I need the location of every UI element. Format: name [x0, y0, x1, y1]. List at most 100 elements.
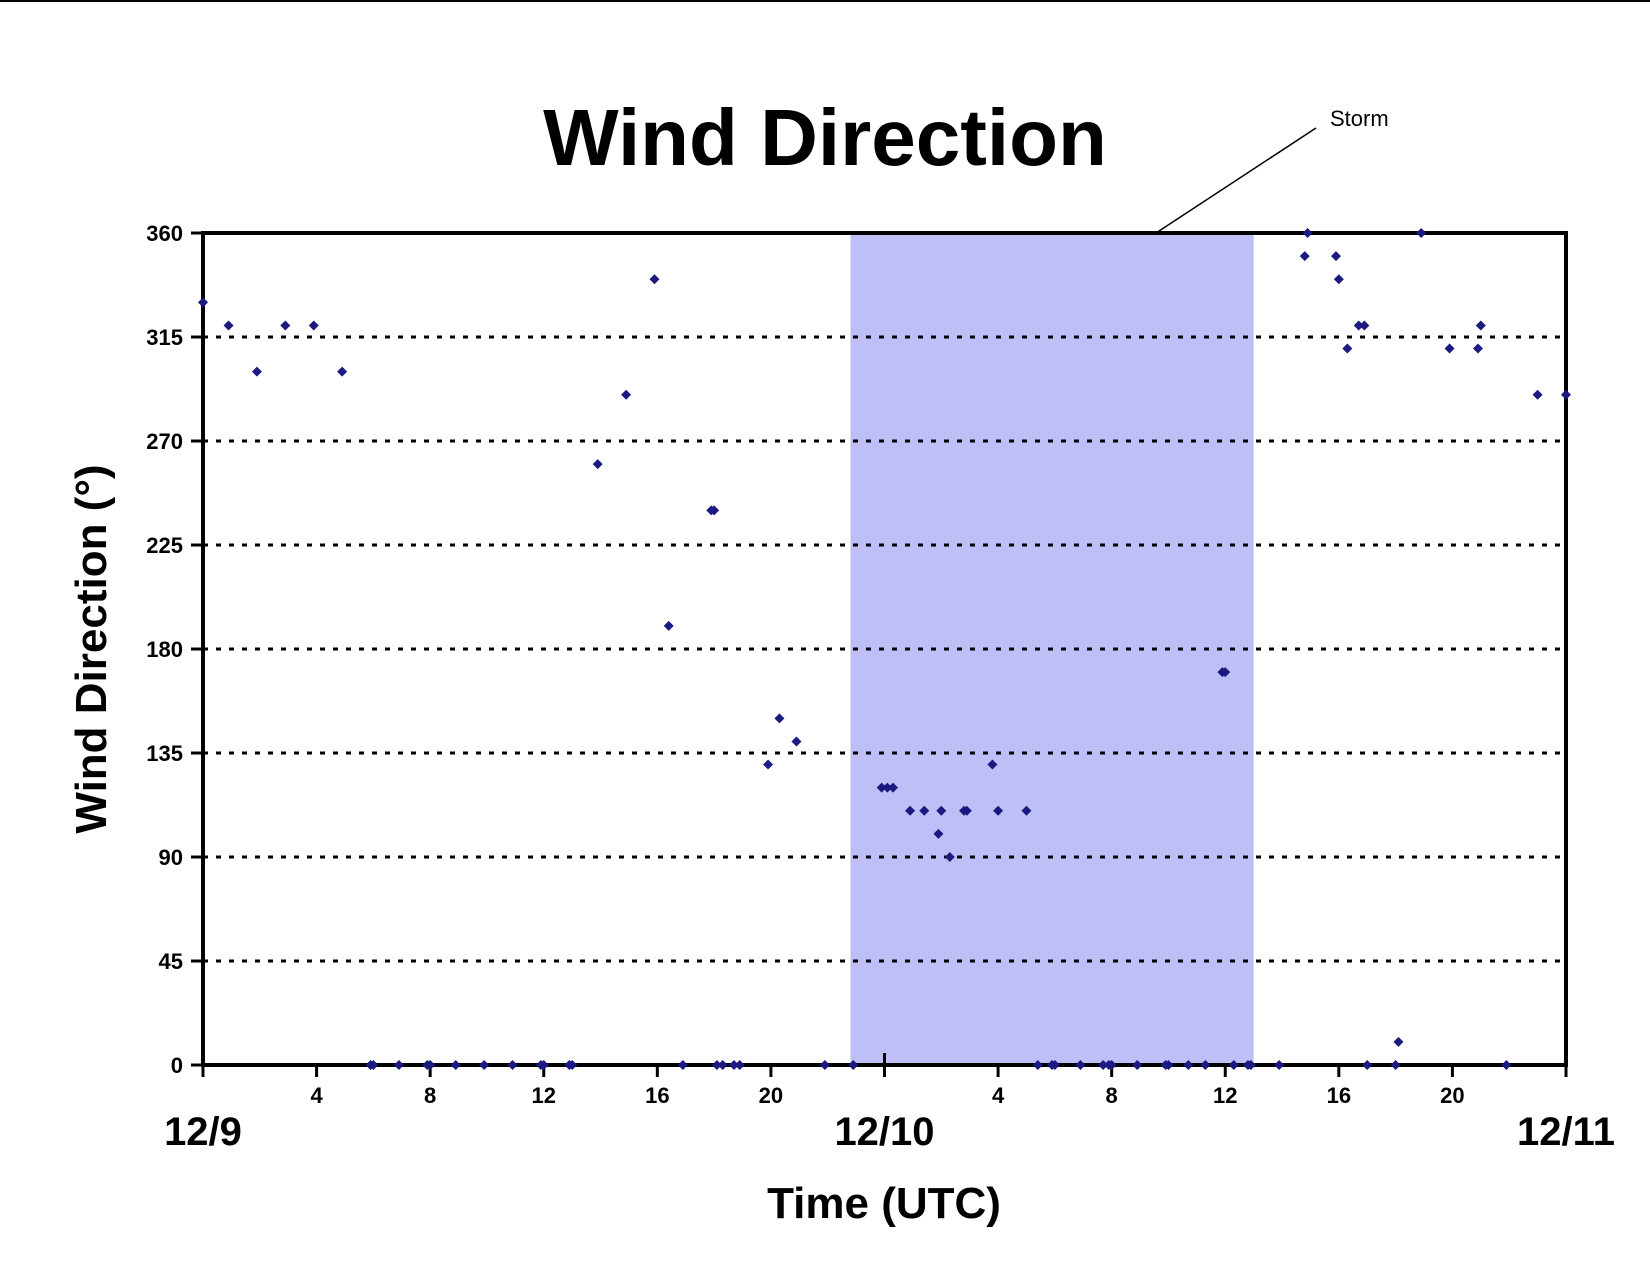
- data-point: [876, 782, 887, 793]
- data-point: [729, 1060, 740, 1070]
- chart-title: Wind Direction: [543, 93, 1107, 182]
- data-point: [1299, 251, 1310, 262]
- data-point: [479, 1060, 490, 1070]
- data-point: [1098, 1060, 1109, 1070]
- data-point: [1333, 274, 1344, 285]
- data-point: [961, 805, 972, 816]
- data-point: [1032, 1060, 1043, 1070]
- data-point: [1183, 1060, 1194, 1070]
- data-point: [1359, 320, 1370, 331]
- data-point: [1342, 343, 1353, 354]
- data-point: [337, 366, 348, 377]
- x-axis-label: Time (UTC): [767, 1179, 1001, 1228]
- data-point: [251, 366, 262, 377]
- data-point: [1532, 389, 1543, 400]
- data-point: [1472, 343, 1483, 354]
- data-point: [819, 1060, 830, 1070]
- data-points: [198, 228, 1571, 1070]
- data-point: [393, 1060, 404, 1070]
- data-point: [1353, 320, 1364, 331]
- data-point: [1021, 805, 1032, 816]
- data-point: [308, 320, 319, 331]
- y-axis-ticks: 0 45 90 135 180 225 270 315 360: [146, 221, 203, 1078]
- y-tick-label: 90: [159, 845, 183, 870]
- x-day-label: 12/9: [164, 1110, 242, 1154]
- x-day-label: 12/11: [1517, 1110, 1615, 1154]
- data-point: [944, 852, 955, 862]
- x-tick-label: 4: [992, 1083, 1005, 1108]
- data-point: [882, 782, 893, 793]
- y-tick-label: 225: [146, 533, 183, 558]
- data-point: [987, 759, 998, 770]
- data-point: [1106, 1060, 1117, 1070]
- data-point: [1200, 1060, 1211, 1070]
- data-point: [280, 320, 291, 331]
- x-tick-label: 8: [424, 1083, 436, 1108]
- data-point: [709, 505, 720, 516]
- data-point: [450, 1060, 461, 1070]
- data-point: [538, 1060, 549, 1070]
- data-point: [567, 1060, 578, 1070]
- data-point: [1330, 251, 1341, 262]
- data-point: [717, 1060, 728, 1070]
- data-point: [663, 620, 674, 631]
- data-point: [734, 1060, 745, 1070]
- data-point: [711, 1060, 722, 1070]
- y-tick-label: 0: [171, 1053, 183, 1078]
- data-point: [677, 1060, 688, 1070]
- data-point: [791, 736, 802, 747]
- y-tick-label: 135: [146, 741, 183, 766]
- data-point: [592, 459, 603, 470]
- data-point: [1228, 1060, 1239, 1070]
- data-point: [1049, 1060, 1060, 1070]
- data-point: [1274, 1060, 1285, 1070]
- x-day-label: 12/10: [834, 1110, 934, 1154]
- horizontal-grid-lines: [203, 335, 1566, 963]
- data-point: [1393, 1036, 1404, 1047]
- data-point: [848, 1060, 859, 1070]
- data-point: [919, 805, 930, 816]
- x-tick-label: 4: [310, 1083, 323, 1108]
- data-point: [1302, 228, 1313, 238]
- data-point: [1501, 1060, 1512, 1070]
- data-point: [1444, 343, 1455, 354]
- x-tick-label: 12: [1213, 1083, 1237, 1108]
- x-tick-label: 16: [1327, 1083, 1351, 1108]
- data-point: [763, 759, 774, 770]
- y-tick-label: 180: [146, 637, 183, 662]
- x-tick-label: 8: [1106, 1083, 1118, 1108]
- data-point: [993, 805, 1004, 816]
- data-point: [425, 1060, 436, 1070]
- data-point: [368, 1060, 379, 1070]
- data-point: [936, 805, 947, 816]
- data-point: [1163, 1060, 1174, 1070]
- y-tick-label: 270: [146, 429, 183, 454]
- data-point: [1416, 228, 1427, 238]
- data-point: [1220, 667, 1231, 678]
- data-point: [1390, 1060, 1401, 1070]
- x-tick-label: 12: [532, 1083, 556, 1108]
- x-tick-label: 16: [645, 1083, 669, 1108]
- x-tick-label: 20: [1440, 1083, 1464, 1108]
- data-point: [223, 320, 234, 331]
- y-axis-label: Wind Direction (°): [67, 464, 116, 833]
- x-tick-label: 20: [759, 1083, 783, 1108]
- data-point: [1245, 1060, 1256, 1070]
- data-point: [774, 713, 785, 724]
- data-point: [905, 805, 916, 816]
- data-point: [933, 828, 944, 839]
- x-axis-ticks: 4 8 12 16 20 4 8 12 16 20 12/9 12/10 12/11: [164, 1053, 1615, 1154]
- data-point: [507, 1060, 518, 1070]
- data-point: [1561, 389, 1571, 400]
- storm-annotation-label: Storm: [1330, 106, 1389, 131]
- data-point: [1075, 1060, 1086, 1070]
- data-point: [621, 389, 632, 400]
- storm-annotation-leader-line: [1155, 127, 1317, 234]
- data-point: [1475, 320, 1486, 331]
- y-tick-label: 45: [159, 949, 183, 974]
- data-point: [1132, 1060, 1143, 1070]
- data-point: [888, 782, 899, 793]
- data-point: [1362, 1060, 1373, 1070]
